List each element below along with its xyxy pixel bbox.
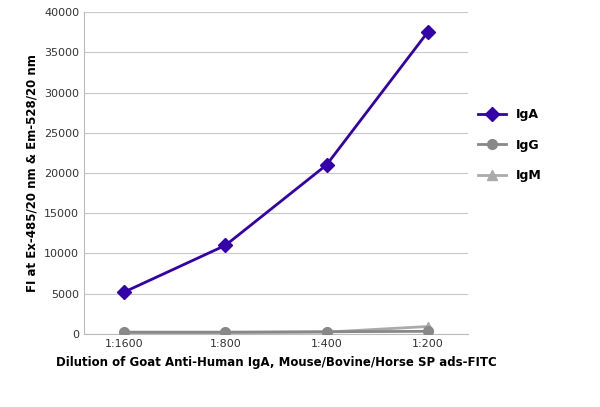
IgA [323,162,330,167]
X-axis label: Dilution of Goat Anti-Human IgA, Mouse/Bovine/Horse SP ads-FITC: Dilution of Goat Anti-Human IgA, Mouse/B… [56,356,496,369]
Y-axis label: FI at Ex-485/20 nm & Em-528/20 nm: FI at Ex-485/20 nm & Em-528/20 nm [25,54,38,292]
IgM [121,330,128,335]
IgM [222,330,229,335]
IgG [121,330,128,335]
IgA [121,289,128,294]
IgA [222,243,229,248]
IgG [323,329,330,334]
IgG [222,330,229,335]
Line: IgG: IgG [119,326,433,337]
Line: IgM: IgM [119,322,433,337]
Line: IgA: IgA [119,27,433,297]
IgM [424,324,431,329]
IgA [424,30,431,35]
Legend: IgA, IgG, IgM: IgA, IgG, IgM [478,109,541,182]
IgM [323,330,330,335]
IgG [424,329,431,334]
